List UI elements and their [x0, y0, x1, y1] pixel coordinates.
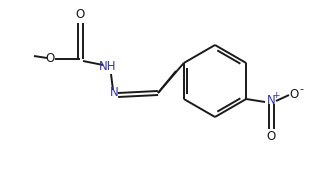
- Text: +: +: [272, 91, 280, 101]
- Text: O: O: [289, 88, 299, 101]
- Text: O: O: [45, 51, 55, 64]
- Text: NH: NH: [99, 61, 117, 74]
- Text: N: N: [267, 95, 275, 108]
- Text: N: N: [110, 87, 118, 100]
- Text: O: O: [266, 129, 275, 142]
- Text: -: -: [299, 84, 303, 94]
- Text: O: O: [75, 9, 85, 22]
